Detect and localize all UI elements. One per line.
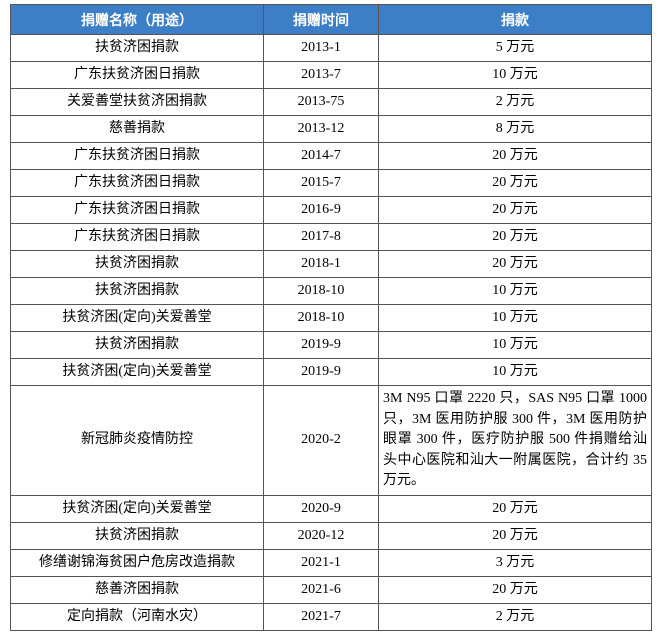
table-cell: 定向捐款（河南水灾） — [10, 602, 264, 631]
table-row: 慈善捐款 2013-12 8 万元 — [10, 115, 652, 143]
table-cell: 2013-12 — [263, 115, 379, 143]
table-row: 扶贫济困(定向)关爱善堂 2018-10 10 万元 — [10, 304, 652, 332]
table-cell: 3 万元 — [378, 548, 652, 577]
table-cell: 20 万元 — [378, 223, 652, 251]
table-cell: 2021-1 — [263, 548, 379, 577]
table-cell: 2013-7 — [263, 61, 379, 89]
table-cell: 20 万元 — [378, 142, 652, 170]
table-row: 扶贫济困(定向)关爱善堂 2019-9 10 万元 — [10, 358, 652, 386]
table-body: 扶贫济困捐款 2013-1 5 万元 广东扶贫济困日捐款 2013-7 10 万元 关爱善堂… — [10, 34, 652, 631]
table-row: 扶贫济困捐款 2013-1 5 万元 — [10, 34, 652, 62]
table-cell: 20 万元 — [378, 575, 652, 604]
table-cell: 扶贫济困(定向)关爱善堂 — [10, 358, 264, 386]
table-cell: 2019-9 — [263, 331, 379, 359]
table-cell: 20 万元 — [378, 494, 652, 523]
table-row: 新冠肺炎疫情防控 2020-2 3M N95 口罩 2220 只，SAS N95 口… — [10, 385, 652, 496]
table-cell: 2018-10 — [263, 304, 379, 332]
table-cell: 扶贫济困(定向)关爱善堂 — [10, 494, 264, 523]
table-cell: 2014-7 — [263, 142, 379, 170]
table-row: 广东扶贫济困日捐款 2014-7 20 万元 — [10, 142, 652, 170]
table-cell: 10 万元 — [378, 304, 652, 332]
table-row: 扶贫济困捐款 2020-12 20 万元 — [10, 521, 652, 550]
table-cell: 2 万元 — [378, 602, 652, 631]
table-cell: 5 万元 — [378, 34, 652, 62]
table-cell: 8 万元 — [378, 115, 652, 143]
table-cell: 2016-9 — [263, 196, 379, 224]
table-cell: 2013-75 — [263, 88, 379, 116]
header-cell: 捐赠时间 — [263, 4, 379, 35]
table-cell: 2020-9 — [263, 494, 379, 523]
table-cell: 2017-8 — [263, 223, 379, 251]
table-cell: 20 万元 — [378, 250, 652, 278]
table-cell: 扶贫济困(定向)关爱善堂 — [10, 304, 264, 332]
table-row: 修缮谢锦海贫困户危房改造捐款 2021-1 3 万元 — [10, 548, 652, 577]
table-row: 广东扶贫济困日捐款 2013-7 10 万元 — [10, 61, 652, 89]
table-cell: 扶贫济困捐款 — [10, 277, 264, 305]
table-cell: 2020-12 — [263, 521, 379, 550]
table-cell: 2020-2 — [263, 385, 379, 496]
table-cell: 10 万元 — [378, 61, 652, 89]
table-cell: 10 万元 — [378, 331, 652, 359]
table-cell: 2013-1 — [263, 34, 379, 62]
table-row: 定向捐款（河南水灾） 2021-7 2 万元 — [10, 602, 652, 631]
header-cell: 捐赠名称（用途） — [10, 4, 264, 35]
table-cell: 扶贫济困捐款 — [10, 34, 264, 62]
table-cell: 广东扶贫济困日捐款 — [10, 61, 264, 89]
table-cell: 2018-10 — [263, 277, 379, 305]
table-cell: 20 万元 — [378, 521, 652, 550]
table-cell: 广东扶贫济困日捐款 — [10, 196, 264, 224]
table-header: 捐赠名称（用途） 捐赠时间 捐款 — [10, 4, 652, 35]
table-cell: 2 万元 — [378, 88, 652, 116]
table-cell: 20 万元 — [378, 196, 652, 224]
table-cell: 广东扶贫济困日捐款 — [10, 223, 264, 251]
table-row: 扶贫济困捐款 2019-9 10 万元 — [10, 331, 652, 359]
table-cell: 慈善济困捐款 — [10, 575, 264, 604]
header-row: 捐赠名称（用途） 捐赠时间 捐款 — [10, 4, 652, 35]
table-cell: 扶贫济困捐款 — [10, 331, 264, 359]
table-cell: 20 万元 — [378, 169, 652, 197]
table-cell: 10 万元 — [378, 358, 652, 386]
table-cell: 关爱善堂扶贫济困捐款 — [10, 88, 264, 116]
table-cell: 扶贫济困捐款 — [10, 521, 264, 550]
table-cell: 修缮谢锦海贫困户危房改造捐款 — [10, 548, 264, 577]
table-row: 关爱善堂扶贫济困捐款 2013-75 2 万元 — [10, 88, 652, 116]
table-row: 慈善济困捐款 2021-6 20 万元 — [10, 575, 652, 604]
table-row: 广东扶贫济困日捐款 2016-9 20 万元 — [10, 196, 652, 224]
table-cell: 广东扶贫济困日捐款 — [10, 142, 264, 170]
table-row: 广东扶贫济困日捐款 2017-8 20 万元 — [10, 223, 652, 251]
table-cell: 慈善捐款 — [10, 115, 264, 143]
donation-table: 捐赠名称（用途） 捐赠时间 捐款 扶贫济困捐款 2013-1 5 万元 广东扶贫济困日捐款… — [10, 4, 652, 631]
table-row: 扶贫济困捐款 2018-1 20 万元 — [10, 250, 652, 278]
table-row: 扶贫济困(定向)关爱善堂 2020-9 20 万元 — [10, 494, 652, 523]
table-cell: 10 万元 — [378, 277, 652, 305]
table-cell: 2019-9 — [263, 358, 379, 386]
table-cell: 3M N95 口罩 2220 只，SAS N95 口罩 1000 只，3M 医用… — [378, 385, 652, 496]
table-cell: 2021-7 — [263, 602, 379, 631]
table-cell: 广东扶贫济困日捐款 — [10, 169, 264, 197]
table-cell: 2018-1 — [263, 250, 379, 278]
table-row: 广东扶贫济困日捐款 2015-7 20 万元 — [10, 169, 652, 197]
table-cell: 2015-7 — [263, 169, 379, 197]
table-cell: 扶贫济困捐款 — [10, 250, 264, 278]
table-cell: 新冠肺炎疫情防控 — [10, 385, 264, 496]
table-cell: 2021-6 — [263, 575, 379, 604]
header-cell: 捐款 — [378, 4, 652, 35]
table-row: 扶贫济困捐款 2018-10 10 万元 — [10, 277, 652, 305]
